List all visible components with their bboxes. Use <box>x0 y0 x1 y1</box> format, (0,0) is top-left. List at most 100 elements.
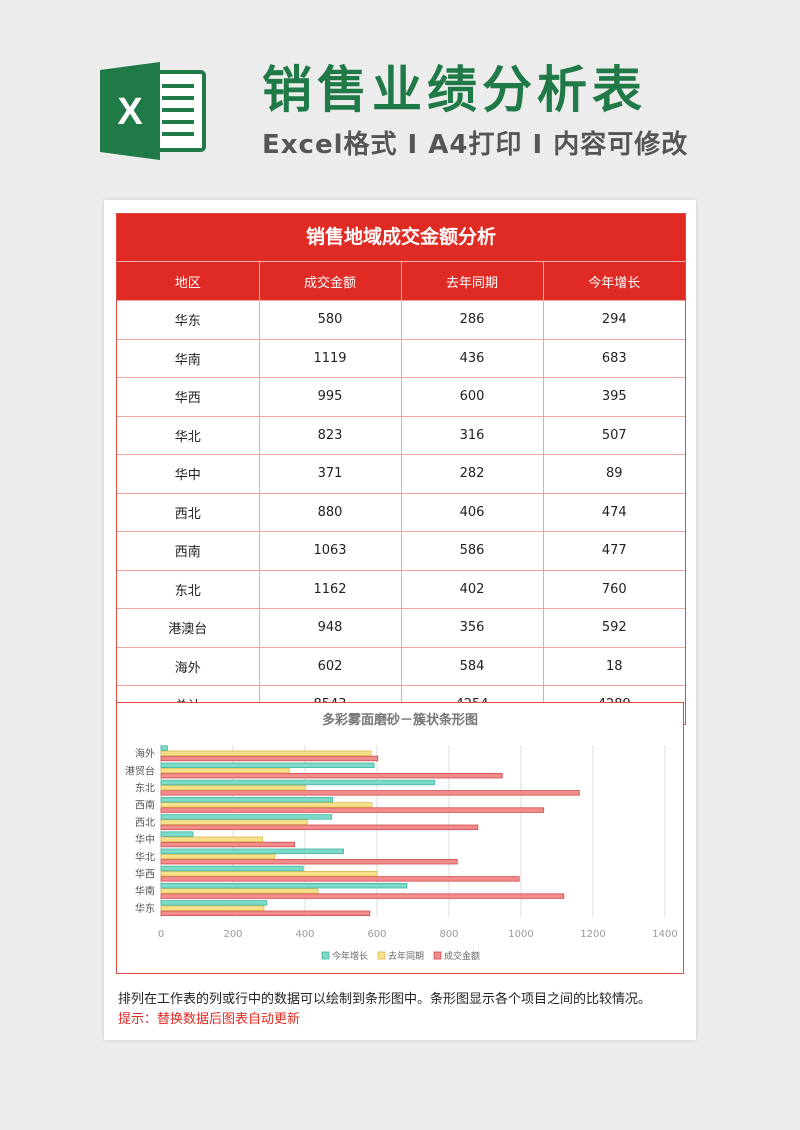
category-label: 东北 <box>135 782 155 795</box>
table-cell: 402 <box>401 569 544 609</box>
sales-table: 销售地域成交金额分析 地区 成交金额 去年同期 今年增长 华东 580 286 294… <box>116 213 686 725</box>
table-row: 西南 1063 586 477 <box>117 531 685 570</box>
chart-description: 排列在工作表的列或行中的数据可以绘制到条形图中。条形图显示各个项目之间的比较情况… <box>118 992 652 1007</box>
category-label: 西北 <box>135 817 155 829</box>
table-cell: 880 <box>259 492 402 532</box>
bar <box>160 797 334 803</box>
x-tick-label: 400 <box>295 929 314 940</box>
table-cell: 580 <box>259 300 402 339</box>
table-cell: 华南 <box>117 338 260 378</box>
bar <box>160 785 307 791</box>
bar <box>160 858 458 865</box>
document-sheet: 销售地域成交金额分析 地区 成交金额 去年同期 今年增长 华东 580 286 294… <box>104 200 696 1040</box>
table-cell: 406 <box>401 492 544 532</box>
table-cell: 18 <box>543 646 685 686</box>
bar <box>160 755 379 762</box>
bar <box>160 773 503 779</box>
bar-chart-svg: 多彩雾面磨砂－簇状条形图 0 200 400 600 800 1000 1200 1400 华东 华… <box>125 712 678 962</box>
table-row: 华北 823 316 507 <box>117 415 685 455</box>
table-cell: 586 <box>401 531 544 570</box>
x-tick-label: 1000 <box>508 929 533 940</box>
table-cell: 1162 <box>259 569 402 609</box>
table-cell: 683 <box>543 338 685 378</box>
table-cell: 282 <box>401 454 544 493</box>
table-cell: 356 <box>401 608 544 647</box>
bar <box>160 814 333 820</box>
table-cell: 286 <box>401 300 544 339</box>
table-cell: 474 <box>543 492 685 532</box>
table-cell: 西北 <box>117 492 260 532</box>
column-header-amount: 成交金额 <box>259 262 402 301</box>
bar <box>160 848 344 854</box>
table-cell: 436 <box>401 338 544 378</box>
category-label: 港贸台 <box>125 764 155 777</box>
logo-letter: X <box>117 91 143 133</box>
category-label: 华西 <box>135 868 155 881</box>
table-cell: 华东 <box>117 300 260 339</box>
table-row: 港澳台 948 356 592 <box>117 608 685 647</box>
table-cell: 395 <box>543 377 685 416</box>
table-row: 西北 880 406 474 <box>117 492 685 532</box>
excel-logo-icon: X <box>100 62 208 160</box>
chart-title: 多彩雾面磨砂－簇状条形图 <box>322 712 478 728</box>
bar <box>160 807 545 813</box>
bar <box>160 790 580 796</box>
x-tick-label: 600 <box>367 929 386 940</box>
legend-swatch <box>433 951 442 960</box>
bar <box>160 910 371 916</box>
bar <box>160 819 308 825</box>
table-cell: 海外 <box>117 646 260 686</box>
bar <box>160 853 276 860</box>
x-tick-label: 1400 <box>652 929 677 940</box>
category-label: 西南 <box>135 799 155 812</box>
table-cell: 华中 <box>117 454 260 493</box>
column-header-last-year: 去年同期 <box>401 262 544 301</box>
bar <box>160 870 378 877</box>
bar <box>160 836 263 842</box>
table-cell: 477 <box>543 531 685 570</box>
column-header-growth: 今年增长 <box>543 262 685 301</box>
x-tick-label: 200 <box>223 929 242 940</box>
legend-label: 今年增长 <box>332 950 368 962</box>
x-tick-label: 1200 <box>580 929 605 940</box>
x-tick-label: 800 <box>439 929 458 940</box>
category-label: 华中 <box>135 833 155 846</box>
bar <box>160 767 290 774</box>
bar <box>160 893 565 899</box>
bar <box>160 745 168 751</box>
legend-swatch <box>321 951 330 960</box>
bar <box>160 779 436 786</box>
table-cell: 600 <box>401 377 544 416</box>
bar <box>160 882 408 889</box>
table-row: 华南 1119 436 683 <box>117 338 685 378</box>
bar <box>160 905 265 911</box>
page-title: 销售业绩分析表 <box>262 61 647 119</box>
x-tick-label: 0 <box>158 929 164 940</box>
table-row: 华中 371 282 89 <box>117 454 685 493</box>
bar <box>160 824 479 830</box>
table-cell: 华北 <box>117 415 260 455</box>
legend-swatch <box>377 951 386 960</box>
bar <box>160 900 268 906</box>
page-subtitle: Excel格式 I A4打印 I 内容可修改 <box>262 130 689 160</box>
table-title: 销售地域成交金额分析 <box>117 214 685 262</box>
table-cell: 西南 <box>117 531 260 570</box>
legend-label: 去年同期 <box>388 950 424 962</box>
table-row: 海外 602 584 18 <box>117 646 685 686</box>
table-cell: 1119 <box>259 338 402 378</box>
table-cell: 89 <box>543 454 685 493</box>
table-cell: 港澳台 <box>117 608 260 647</box>
table-cell: 584 <box>401 646 544 686</box>
table-cell: 1063 <box>259 531 402 570</box>
table-cell: 823 <box>259 415 402 455</box>
category-label: 华南 <box>135 885 155 898</box>
bar <box>160 831 194 837</box>
table-header-row: 地区 成交金额 去年同期 今年增长 <box>117 262 685 301</box>
bar <box>160 841 295 848</box>
bar <box>160 750 372 756</box>
update-tip: 提示：替换数据后图表自动更新 <box>118 1012 301 1027</box>
table-row: 华西 995 600 395 <box>117 377 685 416</box>
table-row: 华东 580 286 294 <box>117 300 685 339</box>
table-cell: 371 <box>259 454 402 493</box>
bar-chart: 多彩雾面磨砂－簇状条形图 0 200 400 600 800 1000 1200 1400 华东 华… <box>116 702 684 974</box>
